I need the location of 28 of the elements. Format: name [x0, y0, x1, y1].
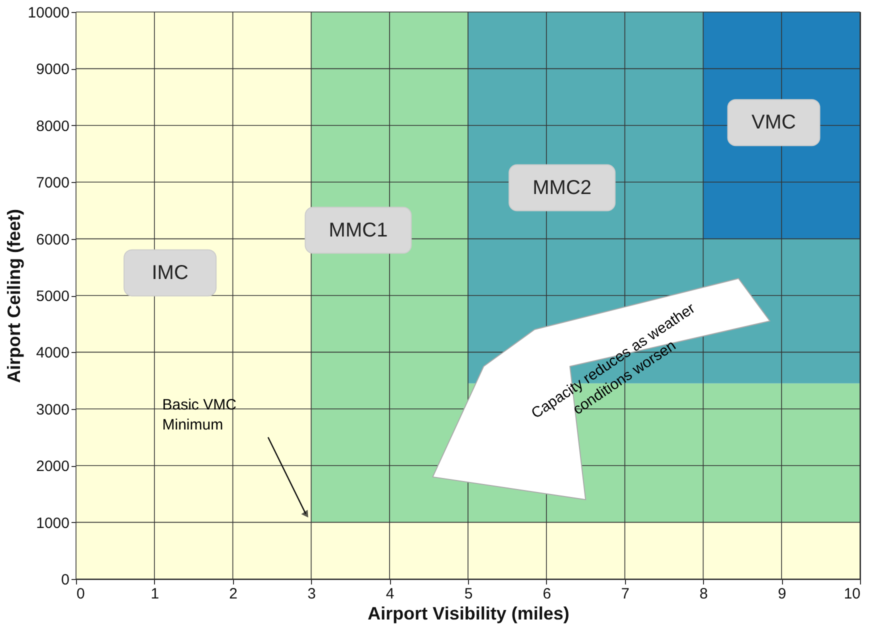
- x-axis-title: Airport Visibility (miles): [368, 604, 570, 624]
- y-tick-label: 8000: [36, 118, 70, 135]
- x-tick-label: 10: [844, 586, 860, 602]
- y-tick-label: 9000: [36, 61, 70, 78]
- series-label: IMC: [152, 262, 188, 284]
- y-tick-label: 10000: [28, 4, 70, 22]
- y-tick-label: 4000: [36, 344, 70, 362]
- y-tick-label: 0: [61, 572, 70, 588]
- y-tick-label: 2000: [36, 458, 70, 476]
- x-tick-label: 3: [308, 586, 316, 602]
- y-tick-label: 6000: [36, 231, 70, 248]
- x-tick-label: 2: [229, 586, 238, 602]
- x-tick-label: 9: [778, 586, 786, 602]
- series-label: VMC: [752, 112, 796, 134]
- x-tick-label: 6: [542, 586, 552, 602]
- x-tick-label: 4: [386, 586, 394, 602]
- x-tick-label: 0: [76, 586, 85, 602]
- series-label: MMC2: [532, 176, 592, 199]
- y-tick-label: 7000: [36, 174, 70, 192]
- series-label: MMC1: [328, 219, 388, 242]
- y-axis-title: Airport Ceiling (feet): [4, 208, 24, 383]
- y-tick-label: 5000: [36, 288, 70, 305]
- y-tick-label: 3000: [36, 401, 70, 418]
- x-tick-label: 5: [464, 586, 473, 602]
- x-tick-label: 1: [150, 586, 160, 602]
- x-tick-label: 7: [621, 586, 630, 602]
- x-tick-label: 8: [700, 586, 708, 602]
- y-tick-label: 1000: [36, 514, 70, 532]
